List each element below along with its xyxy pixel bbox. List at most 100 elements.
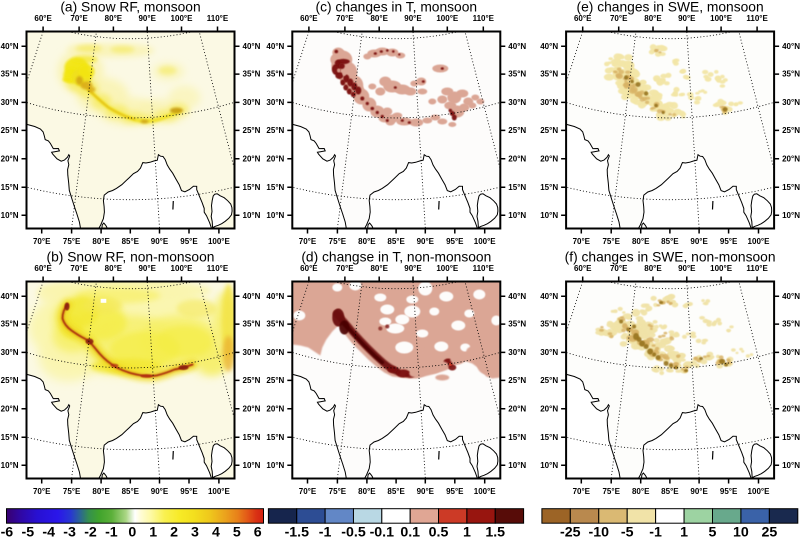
svg-text:70°E: 70°E [70,14,88,23]
svg-text:40°N: 40°N [782,42,800,51]
svg-text:20°N: 20°N [1,154,19,163]
svg-text:10°N: 10°N [540,461,558,470]
svg-text:15°N: 15°N [782,183,800,192]
svg-text:100°E: 100°E [171,14,194,23]
svg-text:110°E: 110°E [473,14,495,23]
svg-text:20°N: 20°N [782,404,800,413]
svg-text:25°N: 25°N [243,376,261,385]
svg-text:(e) changes in SWE, monsoon: (e) changes in SWE, monsoon [577,0,764,14]
svg-text:30°N: 30°N [266,98,284,107]
svg-text:10°N: 10°N [508,461,526,470]
svg-text:5: 5 [709,525,717,541]
svg-text:20°N: 20°N [243,154,261,163]
svg-text:110°E: 110°E [473,264,495,273]
svg-text:(f) changes in SWE, non-monsoo: (f) changes in SWE, non-monsoon [565,249,776,264]
svg-text:75°E: 75°E [602,237,620,246]
svg-text:90°E: 90°E [151,487,169,496]
svg-text:35°N: 35°N [1,70,19,79]
svg-text:6: 6 [254,525,262,541]
svg-text:3: 3 [191,525,199,541]
svg-text:25: 25 [762,525,778,541]
svg-text:110°E: 110°E [207,14,229,23]
svg-text:15°N: 15°N [266,433,284,442]
svg-text:20°N: 20°N [266,154,284,163]
svg-text:85°E: 85°E [387,487,405,496]
svg-text:30°N: 30°N [508,348,526,357]
svg-text:30°N: 30°N [540,348,558,357]
svg-text:75°E: 75°E [63,237,81,246]
svg-text:90°E: 90°E [417,487,435,496]
svg-text:25°N: 25°N [1,376,19,385]
svg-text:30°N: 30°N [782,348,800,357]
svg-text:20°N: 20°N [540,404,558,413]
svg-text:90°E: 90°E [138,264,156,273]
svg-text:70°E: 70°E [70,264,88,273]
svg-text:-6: -6 [1,525,14,541]
svg-text:20°N: 20°N [782,154,800,163]
svg-text:100°E: 100°E [208,237,231,246]
svg-text:75°E: 75°E [602,487,620,496]
svg-text:100°E: 100°E [474,487,497,496]
svg-text:-25: -25 [560,525,581,541]
svg-text:80°E: 80°E [632,487,650,496]
svg-text:10°N: 10°N [508,211,526,220]
svg-text:100°E: 100°E [710,264,733,273]
svg-text:0: 0 [128,525,136,541]
svg-text:30°N: 30°N [243,98,261,107]
svg-text:1.5: 1.5 [485,525,505,541]
svg-text:30°N: 30°N [782,98,800,107]
svg-text:70°E: 70°E [299,237,317,246]
svg-text:10°N: 10°N [243,211,261,220]
svg-text:10: 10 [733,525,749,541]
svg-text:15°N: 15°N [243,433,261,442]
svg-text:100°E: 100°E [436,14,459,23]
svg-text:40°N: 40°N [243,42,261,51]
svg-text:40°N: 40°N [266,292,284,301]
svg-text:70°E: 70°E [299,487,317,496]
svg-text:85°E: 85°E [122,487,140,496]
svg-text:10°N: 10°N [782,211,800,220]
svg-text:10°N: 10°N [540,211,558,220]
svg-text:-1: -1 [319,525,332,541]
svg-text:25°N: 25°N [266,376,284,385]
svg-text:25°N: 25°N [782,376,800,385]
svg-text:20°N: 20°N [508,154,526,163]
svg-text:80°E: 80°E [370,264,388,273]
svg-text:75°E: 75°E [329,487,347,496]
svg-text:90°E: 90°E [404,264,422,273]
svg-text:40°N: 40°N [782,292,800,301]
svg-text:75°E: 75°E [329,237,347,246]
svg-text:35°N: 35°N [508,70,526,79]
svg-text:60°E: 60°E [300,14,318,23]
svg-text:80°E: 80°E [92,237,110,246]
svg-text:40°N: 40°N [1,292,19,301]
svg-text:70°E: 70°E [610,264,628,273]
svg-text:95°E: 95°E [720,237,738,246]
svg-text:35°N: 35°N [1,320,19,329]
svg-text:15°N: 15°N [243,183,261,192]
svg-text:10°N: 10°N [243,461,261,470]
svg-text:20°N: 20°N [508,404,526,413]
svg-text:60°E: 60°E [34,14,52,23]
svg-text:70°E: 70°E [573,487,591,496]
svg-text:35°N: 35°N [266,320,284,329]
svg-text:10°N: 10°N [782,461,800,470]
svg-text:10°N: 10°N [266,211,284,220]
svg-text:10°N: 10°N [266,461,284,470]
svg-text:4: 4 [212,525,220,541]
svg-text:60°E: 60°E [300,264,318,273]
svg-text:85°E: 85°E [122,237,140,246]
svg-text:(a) Snow RF, monsoon: (a) Snow RF, monsoon [60,0,200,14]
svg-text:-1.5: -1.5 [285,525,310,541]
svg-text:100°E: 100°E [474,237,497,246]
svg-text:80°E: 80°E [92,487,110,496]
svg-text:40°N: 40°N [1,42,19,51]
svg-text:100°E: 100°E [748,237,771,246]
svg-text:40°N: 40°N [508,42,526,51]
svg-text:100°E: 100°E [171,264,194,273]
svg-text:1: 1 [463,525,471,541]
svg-text:100°E: 100°E [436,264,459,273]
svg-text:10°N: 10°N [1,461,19,470]
svg-text:-3: -3 [63,525,76,541]
svg-text:35°N: 35°N [266,70,284,79]
